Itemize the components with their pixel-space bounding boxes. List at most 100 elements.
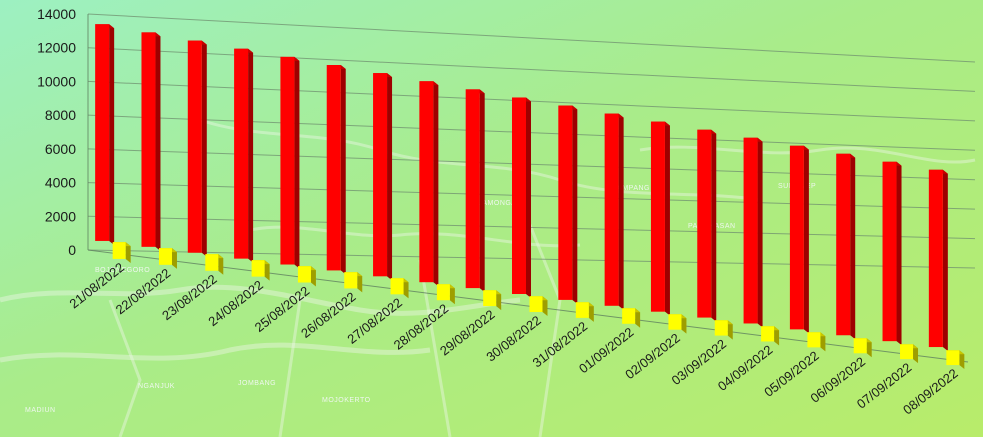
bar-side bbox=[618, 113, 624, 310]
bar bbox=[558, 105, 578, 304]
bar-side bbox=[125, 242, 131, 263]
bar bbox=[326, 65, 346, 275]
bar bbox=[112, 242, 131, 263]
bar-side bbox=[820, 332, 826, 352]
bar bbox=[297, 266, 316, 287]
map-boundary-line bbox=[108, 299, 142, 437]
bar-front bbox=[882, 161, 897, 342]
bar bbox=[928, 169, 948, 352]
bar bbox=[714, 320, 733, 340]
bar-side bbox=[542, 296, 548, 316]
y-tick-label: 12000 bbox=[37, 40, 76, 56]
bar bbox=[141, 32, 161, 251]
bar bbox=[882, 161, 902, 346]
bar-side bbox=[727, 320, 733, 340]
bar-front bbox=[807, 332, 821, 348]
bar bbox=[789, 145, 809, 334]
map-boundary-line bbox=[518, 199, 562, 437]
bar-front bbox=[714, 320, 728, 336]
bar-side bbox=[496, 290, 502, 311]
bar-side bbox=[896, 161, 902, 346]
bar-front bbox=[112, 242, 126, 259]
bar-side bbox=[201, 40, 207, 257]
y-tick-label: 6000 bbox=[45, 141, 76, 157]
bar-side bbox=[942, 169, 948, 352]
bar-side bbox=[664, 121, 670, 316]
bar-side bbox=[449, 284, 455, 305]
map-region-label: NGANJUK bbox=[138, 383, 175, 390]
y-tick-label: 10000 bbox=[37, 73, 76, 89]
bar-front bbox=[575, 302, 589, 318]
bar-front bbox=[297, 266, 311, 283]
bar bbox=[743, 137, 763, 328]
bars bbox=[95, 24, 965, 370]
bar bbox=[390, 278, 409, 299]
bar bbox=[575, 302, 594, 322]
bar-side bbox=[572, 105, 578, 304]
bar-front bbox=[604, 113, 619, 306]
bar-front bbox=[650, 121, 665, 312]
bar bbox=[650, 121, 670, 316]
bar-side bbox=[387, 73, 393, 281]
bar-side bbox=[913, 344, 919, 364]
bar bbox=[205, 254, 224, 275]
bar-side bbox=[526, 97, 531, 298]
bar-front bbox=[234, 48, 249, 259]
bar-front bbox=[743, 137, 758, 324]
bar-front bbox=[789, 145, 804, 330]
bar-front bbox=[668, 314, 682, 330]
map-region-label: BOJONEGORO bbox=[95, 267, 150, 274]
bar-side bbox=[403, 278, 409, 299]
bar-side bbox=[155, 32, 161, 251]
bar-front bbox=[205, 254, 219, 271]
bar bbox=[604, 113, 624, 310]
map-boundary-line bbox=[278, 299, 302, 437]
bar-side bbox=[479, 89, 485, 293]
bar-front bbox=[373, 73, 388, 277]
bar bbox=[95, 24, 115, 245]
bar-side bbox=[248, 48, 254, 263]
map-boundary-line bbox=[639, 145, 976, 164]
map-region-label: MADIUN bbox=[25, 407, 56, 414]
bar-side bbox=[109, 24, 115, 245]
bar-front bbox=[900, 344, 914, 360]
bar-front bbox=[853, 338, 867, 354]
bar-front bbox=[141, 32, 156, 247]
bar bbox=[251, 260, 270, 281]
bar-front bbox=[251, 260, 265, 277]
y-tick-label: 0 bbox=[68, 242, 76, 258]
bar-front bbox=[419, 81, 434, 283]
bar-side bbox=[959, 350, 965, 370]
bar-side bbox=[803, 145, 809, 334]
bar-side bbox=[264, 260, 270, 281]
bar bbox=[483, 290, 502, 311]
y-tick-label: 14000 bbox=[37, 6, 76, 22]
bar bbox=[946, 350, 965, 370]
bar-front bbox=[697, 129, 712, 318]
bar-side bbox=[294, 56, 300, 269]
map-region-label: MOJOKERTO bbox=[322, 397, 371, 404]
bar-front bbox=[280, 56, 295, 265]
bar bbox=[697, 129, 717, 322]
bar-front bbox=[928, 169, 943, 348]
y-tick-label: 8000 bbox=[45, 107, 76, 123]
bar bbox=[900, 344, 919, 364]
bar-front bbox=[512, 97, 526, 294]
bar bbox=[622, 308, 641, 328]
bar-side bbox=[433, 81, 439, 287]
bar-side bbox=[218, 254, 224, 275]
bar-front bbox=[436, 284, 450, 301]
bar bbox=[187, 40, 207, 257]
bar-side bbox=[340, 65, 346, 275]
map-boundary-line bbox=[418, 259, 452, 437]
bar bbox=[668, 314, 687, 334]
bar-front bbox=[326, 65, 341, 271]
bar-front bbox=[946, 350, 960, 366]
bar bbox=[853, 338, 872, 358]
bar-side bbox=[357, 272, 363, 293]
map-boundary-line bbox=[0, 342, 431, 363]
bar-side bbox=[711, 129, 717, 322]
bar bbox=[807, 332, 826, 352]
